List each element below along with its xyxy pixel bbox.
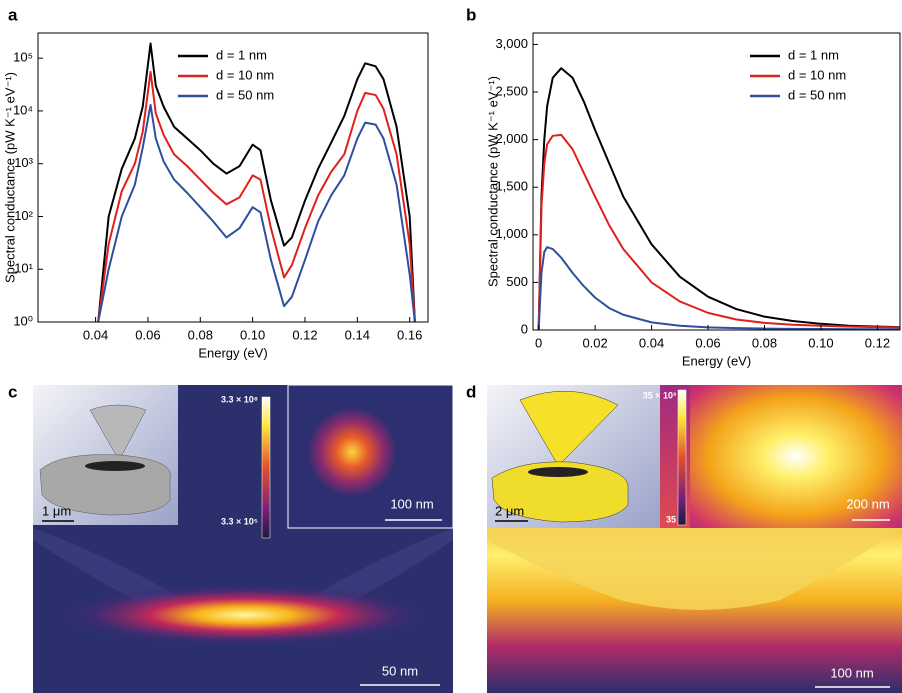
hot-spot [85,461,145,471]
scale-label: 200 nm [846,496,889,511]
panel-label: b [466,5,476,24]
x-tick-label: 0.10 [240,327,265,342]
panel-label: c [8,382,17,401]
legend-label: d = 10 nm [788,67,846,82]
legend-label: d = 1 nm [216,47,267,62]
x-tick-label: 0.04 [639,335,664,350]
figure: 1 μm 3.3 × 10⁸ 3.3 × 10⁵ 100 nm 50 nm c … [0,0,902,693]
x-tick-label: 0.06 [135,327,160,342]
panel-c: 1 μm 3.3 × 10⁸ 3.3 × 10⁵ 100 nm 50 nm c [8,382,453,693]
x-tick-label: 0.16 [397,327,422,342]
x-tick-label: 0.08 [188,327,213,342]
legend-label: d = 50 nm [788,87,846,102]
scale-label: 1 μm [42,503,71,518]
y-tick-label: 500 [506,274,528,289]
panel-d: 2 μm 35 × 10³ 35 200 nm 100 nm d [466,382,902,693]
x-tick-label: 0 [535,335,542,350]
y-axis-label: Spectral conductance (pW K⁻¹ eV⁻¹) [485,76,500,287]
x-tick-label: 0.10 [808,335,833,350]
colorbar-min: 35 [666,514,676,524]
panel-label: a [8,5,18,24]
zoom-field [307,407,397,497]
x-tick-label: 0.08 [752,335,777,350]
x-tick-label: 0.12 [865,335,890,350]
colorbar [262,397,270,538]
scale-label: 2 μm [495,503,524,518]
colorbar-area [178,385,288,528]
series-line [98,105,415,322]
y-axis-label: Spectral conductance (pW K⁻¹ eV⁻¹) [2,72,17,283]
y-tick-label: 0 [521,321,528,336]
legend-label: d = 10 nm [216,67,274,82]
hot-spot [528,467,588,477]
scale-label: 100 nm [390,496,433,511]
colorbar [678,390,686,525]
scale-label: 50 nm [382,663,418,678]
field-glow [55,583,435,647]
series-line [539,247,900,330]
series-line [98,72,415,322]
legend-label: d = 1 nm [788,47,839,62]
series-line [98,43,415,322]
panel-label: d [466,382,476,401]
x-axis-label: Energy (eV) [198,345,267,360]
colorbar-max: 3.3 × 10⁸ [221,394,258,404]
y-tick-label: 3,000 [495,36,528,51]
x-axis-label: Energy (eV) [682,353,751,368]
legend-label: d = 50 nm [216,87,274,102]
x-tick-label: 0.12 [292,327,317,342]
x-tick-label: 0.14 [345,327,370,342]
y-tick-label: 10⁰ [13,313,33,328]
scale-label: 100 nm [830,665,873,680]
x-tick-label: 0.02 [582,335,607,350]
x-tick-label: 0.06 [695,335,720,350]
y-tick-label: 10⁵ [13,50,33,65]
colorbar-max: 35 × 10³ [643,390,676,400]
series-line [539,68,900,330]
x-tick-label: 0.04 [83,327,108,342]
colorbar-min: 3.3 × 10⁵ [221,516,258,526]
